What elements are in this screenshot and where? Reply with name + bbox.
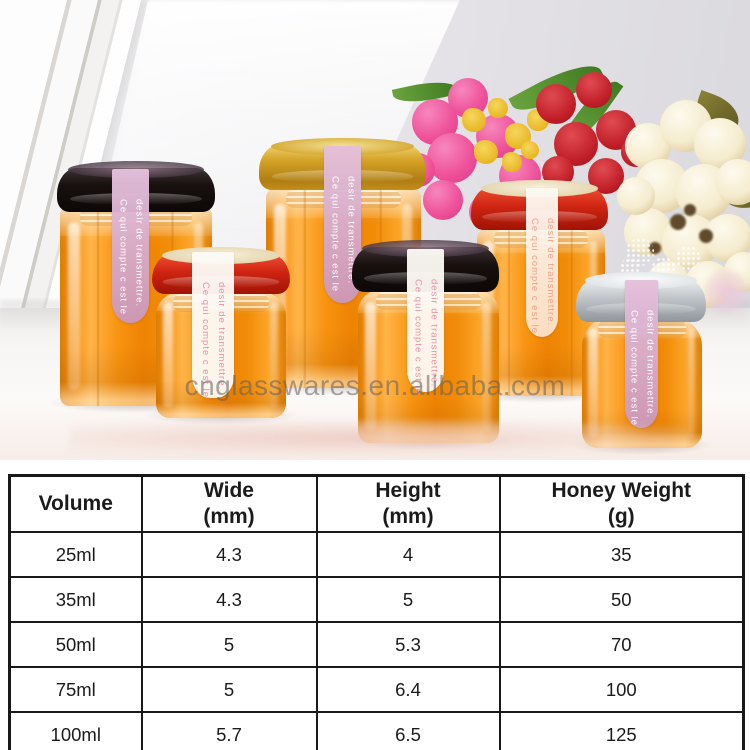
spec-table: Volume Wide (mm) Height (mm) Honey Weigh… — [8, 474, 745, 750]
yellow-flower — [474, 140, 498, 164]
stem — [699, 229, 713, 243]
white-bead-flower — [676, 246, 700, 270]
jar-label-text: Ce qui compte c est le desir de transmett… — [200, 282, 227, 398]
jar-label-text: Ce qui compte c est le desir de transmett… — [117, 199, 145, 315]
blurred-pink-flower — [704, 270, 748, 314]
jar-label-strip: Ce qui compte c est le desir de transmett… — [407, 249, 444, 395]
stem — [670, 214, 686, 230]
spec-cell: 100ml — [8, 711, 143, 750]
jar-label-text: Ce qui compte c est le desir de transmett… — [529, 218, 556, 334]
spec-cell: 4.3 — [140, 576, 318, 623]
spec-cell: 35ml — [8, 576, 143, 623]
yellow-flower — [502, 152, 522, 172]
jar-label-text: Ce qui compte c est le desir de transmett… — [412, 279, 440, 395]
spec-cell: 6.5 — [315, 711, 501, 750]
spec-row-75ml: 75ml 5 6.4 100 — [8, 666, 745, 713]
header-line: (mm) — [203, 505, 255, 528]
spec-row-50ml: 50ml 5 5.3 70 — [8, 621, 745, 668]
jar-label-strip: Ce qui compte c est le desir de transmett… — [192, 252, 234, 398]
spec-row-35ml: 35ml 4.3 5 50 — [8, 576, 745, 623]
spec-cell: 100 — [498, 666, 745, 713]
honey-jar-small-red-lid: Ce qui compte c est le desir de transmett… — [144, 247, 298, 425]
cream-rose — [617, 177, 655, 215]
spec-cell: 25ml — [8, 531, 143, 578]
spec-cell: 4.3 — [140, 531, 318, 578]
yellow-flower — [462, 108, 486, 132]
spec-cell: 5 — [315, 576, 501, 623]
product-photo: Ce qui compte c est le desir de transmett… — [0, 0, 750, 460]
jar-label-text: Ce qui compte c est le desir de transmett… — [628, 310, 656, 426]
yellow-flower — [521, 141, 539, 159]
spec-cell: 35 — [498, 531, 745, 578]
red-flower — [536, 84, 576, 124]
col-header-volume: Volume — [8, 474, 143, 533]
spec-cell: 70 — [498, 621, 745, 668]
jar-label-strip: Ce qui compte c est le desir de transmett… — [625, 280, 658, 428]
yellow-flower — [488, 98, 508, 118]
spec-cell: 75ml — [8, 666, 143, 713]
col-header-height: Height (mm) — [315, 474, 501, 533]
lid-top — [362, 240, 489, 257]
header-line: (mm) — [382, 505, 434, 528]
spec-table-body: 25ml 4.3 4 35 35ml 4.3 5 50 50ml 5 5.3 70 75ml 5 6.4 10… — [8, 531, 745, 750]
header-line: Honey Weight — [551, 478, 692, 502]
spec-cell: 50ml — [8, 621, 143, 668]
spec-cell: 5 — [140, 621, 318, 668]
spec-cell: 50 — [498, 576, 745, 623]
header-line: Wide — [204, 478, 254, 502]
spec-cell: 5.7 — [140, 711, 318, 750]
spec-cell: 125 — [498, 711, 745, 750]
warm-reflection — [70, 420, 690, 456]
pink-flower — [423, 180, 463, 220]
spec-cell: 5 — [140, 666, 318, 713]
spec-header-row: Volume Wide (mm) Height (mm) Honey Weigh… — [8, 474, 745, 533]
spec-cell: 5.3 — [315, 621, 501, 668]
spec-cell: 4 — [315, 531, 501, 578]
header-line: Height — [375, 478, 441, 502]
watermark-text: cnglasswares.en.alibaba.com — [184, 370, 566, 401]
honey-jar-middle-black-lid: Ce qui compte c est le desir de transmett… — [345, 240, 512, 450]
jar-label-strip: Ce qui compte c est le desir de transmett… — [112, 169, 149, 323]
spec-row-25ml: 25ml 4.3 4 35 — [8, 531, 745, 578]
header-line: (g) — [607, 505, 635, 528]
pink-flower — [427, 133, 477, 183]
spec-row-100ml: 100ml 5.7 6.5 125 — [8, 711, 745, 750]
col-header-honey-weight: Honey Weight (g) — [498, 474, 745, 533]
header-line: Volume — [38, 491, 113, 515]
spec-table-head: Volume Wide (mm) Height (mm) Honey Weigh… — [8, 474, 745, 533]
jar-label-text: Ce qui compte c est le desir de transmett… — [329, 176, 357, 292]
red-flower — [576, 72, 612, 108]
spec-cell: 6.4 — [315, 666, 501, 713]
stem — [684, 204, 696, 216]
jar-label-strip: Ce qui compte c est le desir de transmett… — [526, 188, 558, 337]
col-header-wide: Wide (mm) — [140, 474, 318, 533]
cream-rose — [715, 159, 750, 205]
